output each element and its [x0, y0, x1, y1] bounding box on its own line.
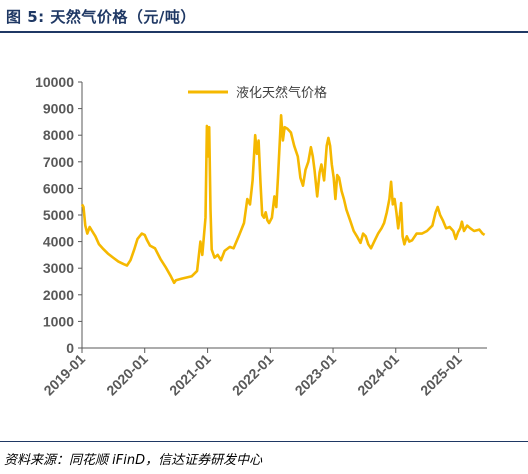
chart-legend: 液化天然气价格: [188, 85, 327, 101]
x-tick-label: 2023-01: [292, 351, 340, 399]
x-tick-label: 2024-01: [354, 351, 402, 399]
y-tick-label: 7000: [43, 154, 74, 170]
y-tick-label: 3000: [43, 260, 74, 276]
y-tick-label: 10000: [35, 74, 74, 90]
y-tick-label: 1000: [43, 313, 74, 329]
figure-title: 图 5: 天然气价格（元/吨）: [6, 8, 196, 26]
chart: 0 1000 2000 3000 4000 5000 6000 7000 8000 9000 100…: [35, 74, 487, 398]
x-tick-label: 2019-01: [40, 351, 88, 399]
x-tick-label: 2025-01: [417, 351, 465, 399]
chart-plot: [80, 114, 486, 285]
y-tick-label: 4000: [43, 234, 74, 250]
source-rule: [0, 441, 528, 442]
title-rule: [0, 31, 528, 33]
x-tick-label: 2022-01: [229, 351, 277, 399]
series-line-lng-price: [80, 114, 486, 285]
source-note: 资料来源：同花顺 iFinD，信达证券研发中心: [4, 453, 263, 468]
y-tick-label: 2000: [43, 287, 74, 303]
chart-axes: 0 1000 2000 3000 4000 5000 6000 7000 8000 9000 100…: [35, 74, 487, 398]
y-tick-label: 9000: [43, 101, 74, 117]
legend-label: 液化天然气价格: [236, 85, 327, 101]
x-tick-label: 2020-01: [103, 351, 151, 399]
y-tick-label: 8000: [43, 127, 74, 143]
x-tick-label: 2021-01: [166, 351, 214, 399]
y-tick-label: 0: [66, 340, 74, 356]
y-tick-label: 5000: [43, 207, 74, 223]
y-tick-label: 6000: [43, 180, 74, 196]
